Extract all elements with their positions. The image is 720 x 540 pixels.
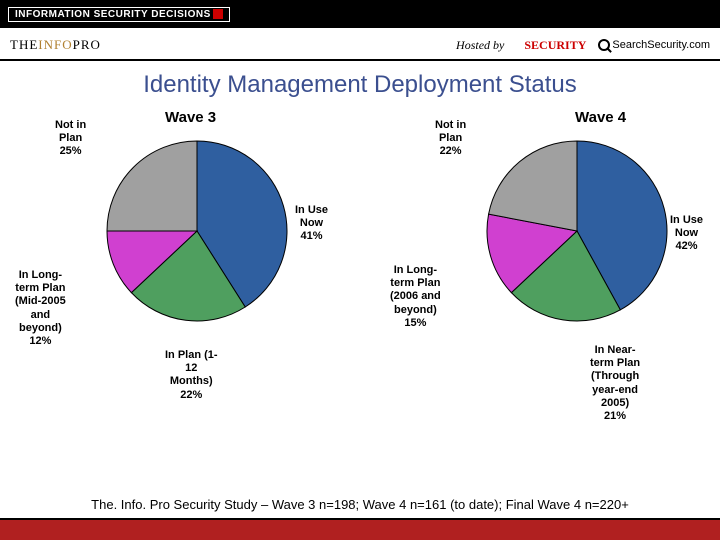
sponsor-logos: Hosted by SECURITY SearchSecurity.com <box>456 38 710 53</box>
slice-label: In Near-term Plan(Throughyear-end2005)21… <box>590 344 640 423</box>
pie-wrap <box>485 139 669 328</box>
security-logo: SECURITY <box>524 38 586 53</box>
logo-mid: INFO <box>38 37 72 52</box>
slice-label: In Long-term Plan(Mid-2005andbeyond)12% <box>15 269 66 348</box>
infopro-logo: THEINFOPRO <box>10 37 101 53</box>
pie-chart-wave3: Wave 3 In UseNow41% In Plan (1-12Months)22… <box>15 109 355 449</box>
pie-svg <box>485 139 669 323</box>
chart-title: Wave 4 <box>575 109 626 126</box>
hosted-by-label: Hosted by <box>456 38 504 53</box>
pie-svg <box>105 139 289 323</box>
slice-label: In Long-term Plan(2006 andbeyond)15% <box>390 264 441 330</box>
badge-text: INFORMATION SECURITY DECISIONS <box>15 9 211 20</box>
footnote-text: The. Info. Pro Security Study – Wave 3 n… <box>0 497 720 512</box>
logo-post: PRO <box>73 37 101 52</box>
charts-container: Wave 3 In UseNow41% In Plan (1-12Months)22… <box>0 109 720 449</box>
badge-red-square <box>213 9 223 19</box>
pie-chart-wave4: Wave 4 In UseNow42% In Near-term Plan(Thro… <box>365 109 705 449</box>
pie-slice <box>107 141 197 231</box>
search-logo-text: SearchSecurity.com <box>612 39 710 51</box>
logo-pre: THE <box>10 37 38 52</box>
slice-label: In UseNow41% <box>295 204 328 244</box>
magnifier-icon <box>598 39 610 51</box>
slice-label: Not inPlan22% <box>435 119 466 159</box>
pie-wrap <box>105 139 289 328</box>
slice-label: Not inPlan25% <box>55 119 86 159</box>
conference-badge: INFORMATION SECURITY DECISIONS <box>8 7 230 22</box>
searchsecurity-logo: SearchSecurity.com <box>598 39 710 51</box>
slice-label: In Plan (1-12Months)22% <box>165 349 218 402</box>
footer-red-bar <box>0 520 720 540</box>
chart-title: Wave 3 <box>165 109 216 126</box>
top-black-bar: INFORMATION SECURITY DECISIONS <box>0 0 720 28</box>
sponsor-bar: THEINFOPRO Hosted by SECURITY SearchSecu… <box>0 31 720 61</box>
slice-label: In UseNow42% <box>670 214 703 254</box>
slide-title: Identity Management Deployment Status <box>0 71 720 99</box>
